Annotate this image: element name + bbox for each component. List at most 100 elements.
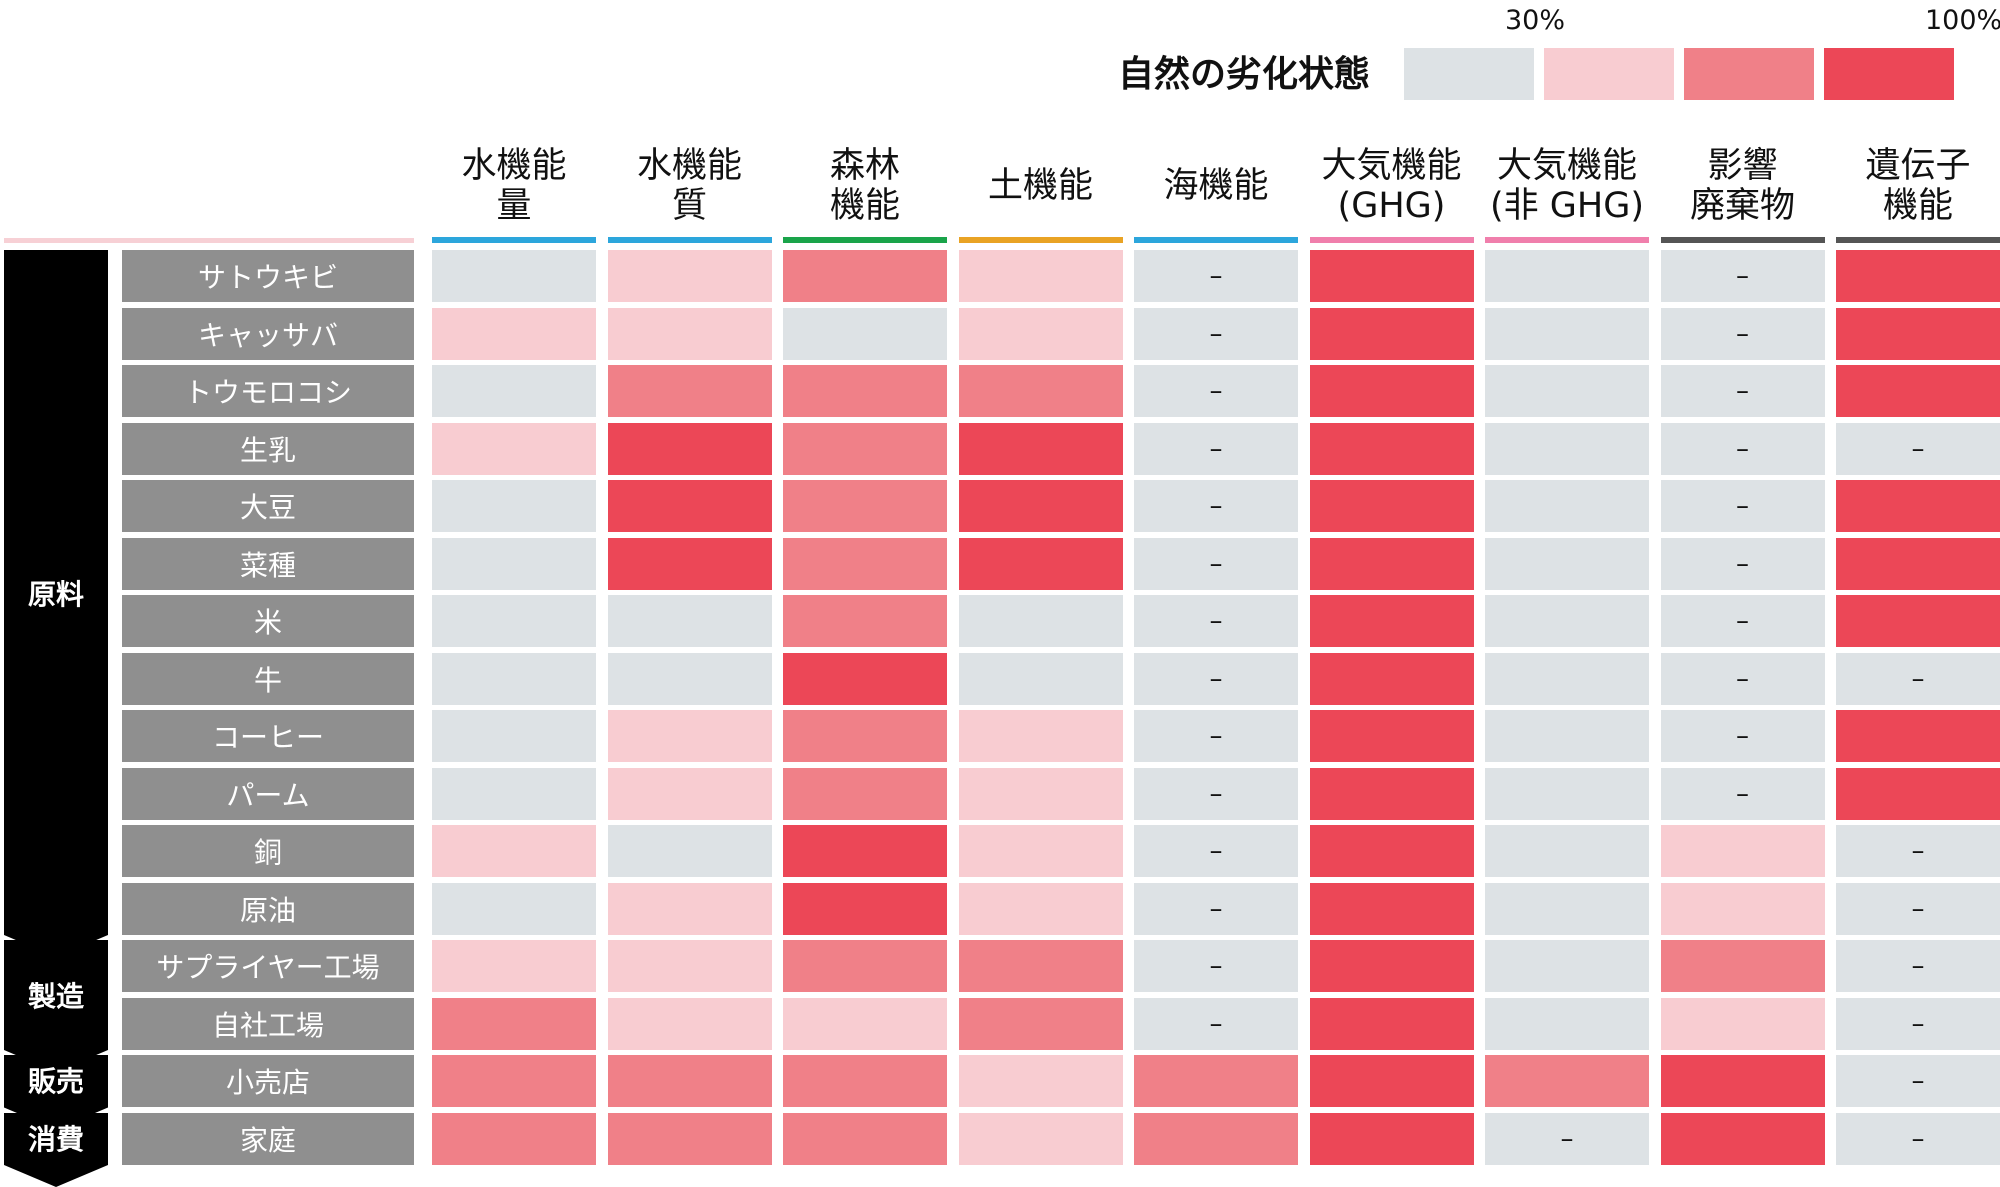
heatmap-cell bbox=[1310, 768, 1474, 820]
legend-swatch bbox=[1404, 48, 1534, 100]
row-header-underline bbox=[4, 238, 414, 243]
heatmap-cell: – bbox=[1661, 480, 1825, 532]
heatmap-cell bbox=[1836, 308, 2000, 360]
heatmap-cell bbox=[1485, 883, 1649, 935]
heatmap-cell bbox=[1134, 1113, 1298, 1165]
heatmap-cell bbox=[959, 250, 1123, 302]
row-label: サプライヤー工場 bbox=[122, 940, 414, 992]
heatmap-cell bbox=[608, 825, 772, 877]
column-header: 海機能 bbox=[1134, 140, 1298, 232]
legend-tick-label: 100% bbox=[1925, 4, 2000, 38]
column-underline bbox=[1134, 237, 1298, 243]
heatmap-cell: – bbox=[1661, 365, 1825, 417]
column-header: 大気機能 (GHG) bbox=[1310, 140, 1474, 232]
stage-label: 原料 bbox=[28, 573, 84, 613]
heatmap-cell bbox=[432, 423, 596, 475]
heatmap-cell bbox=[1661, 1055, 1825, 1107]
heatmap-cell bbox=[432, 940, 596, 992]
stage-arrow: 消費 bbox=[4, 1113, 108, 1187]
column-underline bbox=[1310, 237, 1474, 243]
heatmap-cell bbox=[959, 538, 1123, 590]
row-label: トウモロコシ bbox=[122, 365, 414, 417]
heatmap-cell: – bbox=[1661, 250, 1825, 302]
row-label: 大豆 bbox=[122, 480, 414, 532]
heatmap-cell bbox=[1310, 940, 1474, 992]
row-label: コーヒー bbox=[122, 710, 414, 762]
row-label: パーム bbox=[122, 768, 414, 820]
heatmap-cell bbox=[783, 1055, 947, 1107]
heatmap-cell: – bbox=[1134, 998, 1298, 1050]
heatmap-cell bbox=[608, 710, 772, 762]
row-label: 米 bbox=[122, 595, 414, 647]
heatmap-cell: – bbox=[1134, 423, 1298, 475]
heatmap-cell: – bbox=[1836, 653, 2000, 705]
heatmap-cell bbox=[1485, 998, 1649, 1050]
heatmap-cell bbox=[1485, 480, 1649, 532]
heatmap-cell bbox=[432, 825, 596, 877]
heatmap-cell: – bbox=[1134, 710, 1298, 762]
heatmap-cell bbox=[1485, 940, 1649, 992]
heatmap-cell bbox=[432, 250, 596, 302]
heatmap-cell bbox=[1485, 710, 1649, 762]
heatmap-cell bbox=[432, 595, 596, 647]
heatmap-cell: – bbox=[1134, 308, 1298, 360]
heatmap-cell bbox=[783, 710, 947, 762]
column-underline bbox=[432, 237, 596, 243]
heatmap-cell bbox=[432, 480, 596, 532]
heatmap-cell: – bbox=[1661, 653, 1825, 705]
heatmap-cell: – bbox=[1134, 250, 1298, 302]
heatmap-cell bbox=[1836, 595, 2000, 647]
heatmap-cell bbox=[608, 250, 772, 302]
heatmap-cell bbox=[1661, 825, 1825, 877]
stage-label: 消費 bbox=[28, 1118, 84, 1158]
heatmap-cell bbox=[608, 423, 772, 475]
heatmap-cell bbox=[1310, 423, 1474, 475]
heatmap-cell bbox=[1661, 1113, 1825, 1165]
heatmap-cell bbox=[959, 595, 1123, 647]
heatmap-cell bbox=[608, 480, 772, 532]
heatmap-cell: – bbox=[1134, 538, 1298, 590]
heatmap-cell bbox=[608, 998, 772, 1050]
heatmap-cell bbox=[783, 768, 947, 820]
heatmap-cell bbox=[1310, 710, 1474, 762]
heatmap-cell bbox=[783, 480, 947, 532]
heatmap-cell bbox=[1836, 768, 2000, 820]
heatmap-cell: – bbox=[1836, 825, 2000, 877]
heatmap-cell: – bbox=[1836, 998, 2000, 1050]
heatmap-cell bbox=[1661, 940, 1825, 992]
heatmap-cell bbox=[608, 653, 772, 705]
heatmap-cell bbox=[432, 538, 596, 590]
row-label: 自社工場 bbox=[122, 998, 414, 1050]
stage-label: 販売 bbox=[28, 1060, 84, 1100]
heatmap-cell bbox=[1134, 1055, 1298, 1107]
heatmap-cell bbox=[1661, 883, 1825, 935]
heatmap-cell: – bbox=[1485, 1113, 1649, 1165]
heatmap-cell: – bbox=[1661, 768, 1825, 820]
heatmap-cell bbox=[1485, 1055, 1649, 1107]
heatmap-cell bbox=[1485, 250, 1649, 302]
heatmap-cell bbox=[608, 538, 772, 590]
heatmap-cell bbox=[432, 308, 596, 360]
heatmap-cell bbox=[1836, 538, 2000, 590]
heatmap-cell bbox=[959, 365, 1123, 417]
heatmap-cell: – bbox=[1134, 825, 1298, 877]
column-header: 水機能 量 bbox=[432, 140, 596, 232]
column-underline bbox=[1836, 237, 2000, 243]
heatmap-cell: – bbox=[1134, 480, 1298, 532]
column-underline bbox=[608, 237, 772, 243]
heatmap-cell bbox=[959, 423, 1123, 475]
heatmap-cell bbox=[1485, 308, 1649, 360]
heatmap-cell bbox=[432, 710, 596, 762]
heatmap-cell bbox=[608, 595, 772, 647]
heatmap-cell bbox=[1310, 480, 1474, 532]
heatmap-cell bbox=[959, 1055, 1123, 1107]
heatmap-cell bbox=[783, 423, 947, 475]
heatmap-cell bbox=[1310, 308, 1474, 360]
heatmap-cell bbox=[783, 595, 947, 647]
row-label: 菜種 bbox=[122, 538, 414, 590]
heatmap-cell bbox=[959, 825, 1123, 877]
heatmap-cell bbox=[1310, 653, 1474, 705]
stage-arrow: 原料 bbox=[4, 250, 108, 957]
legend-title: 自然の劣化状態 bbox=[1080, 50, 1370, 100]
